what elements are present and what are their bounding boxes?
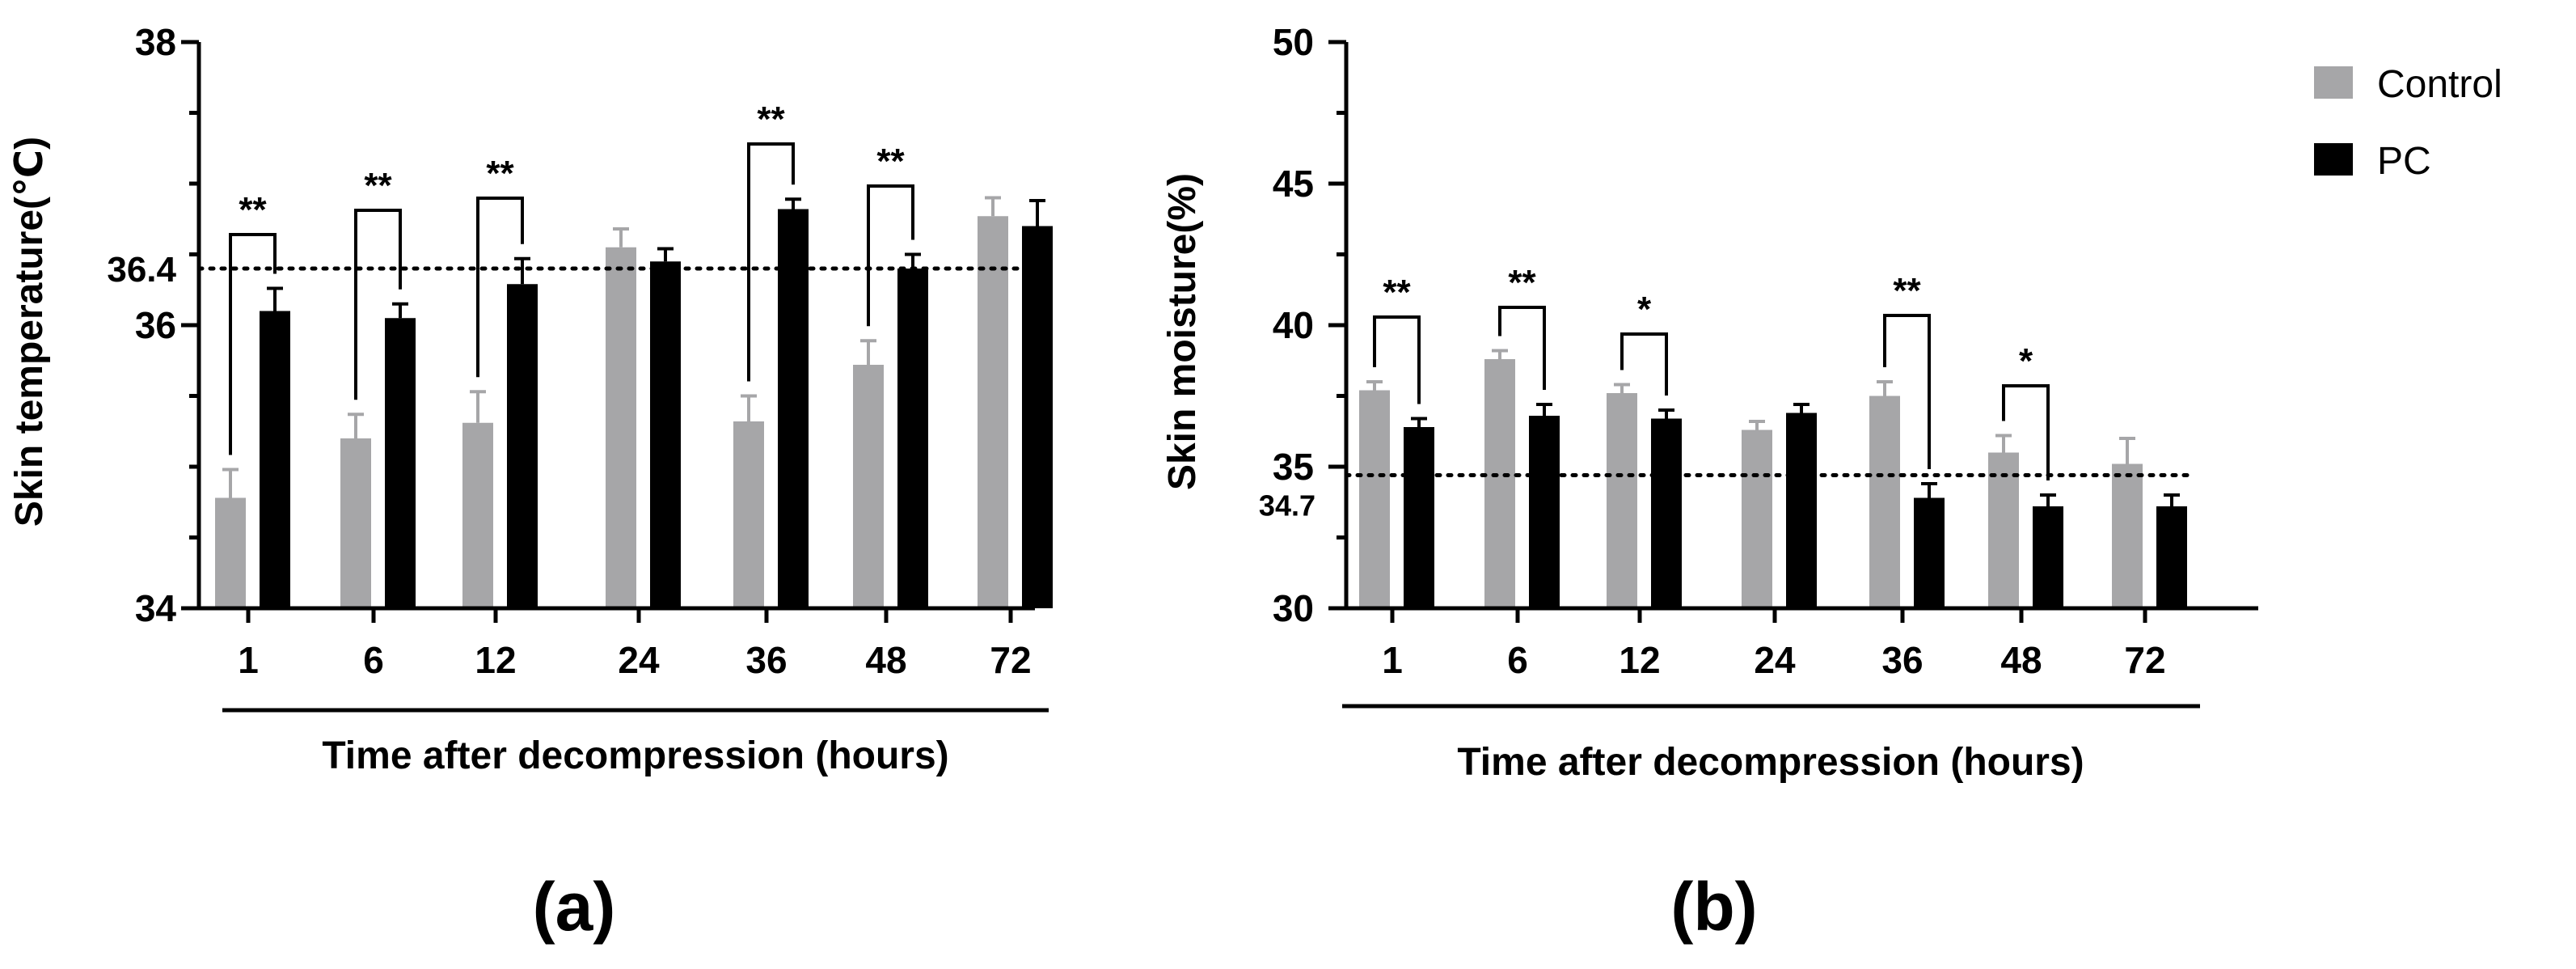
x-tick-label-48: 48 — [2000, 639, 2042, 681]
bar-pc-6 — [1529, 416, 1560, 608]
bar-pc-24 — [650, 261, 681, 608]
bar-pc-72 — [1022, 226, 1053, 608]
bar-pc-1 — [260, 311, 290, 608]
legend: Control PC — [2314, 63, 2502, 183]
y-tick-label-36: 36 — [135, 304, 176, 346]
panel-label: (b) — [1670, 869, 1757, 945]
y-tick-label-38: 38 — [135, 21, 176, 63]
x-tick-label-12: 12 — [475, 639, 516, 681]
y-tick-label-40: 40 — [1273, 304, 1314, 346]
significance-bracket-36 — [747, 142, 795, 382]
significance-label-48: ** — [876, 142, 905, 181]
significance-label-48: * — [2019, 341, 2033, 381]
reference-label: 34.7 — [1259, 489, 1315, 523]
bar-control-6 — [340, 438, 371, 608]
significance-bracket-36 — [1883, 314, 1931, 469]
bar-control-36 — [733, 421, 764, 608]
significance-label-6: ** — [1508, 263, 1536, 303]
significance-label-1: ** — [239, 190, 267, 230]
legend-label-pc: PC — [2377, 140, 2431, 183]
bar-pc-6 — [385, 318, 416, 608]
significance-bracket-6 — [1498, 306, 1546, 390]
significance-label-1: ** — [1383, 273, 1411, 312]
x-tick-label-24: 24 — [618, 639, 660, 681]
bar-control-1 — [1359, 390, 1390, 608]
y-tick-label-30: 30 — [1273, 587, 1314, 629]
x-tick-label-36: 36 — [1881, 639, 1923, 681]
x-tick-label-1: 1 — [1382, 639, 1403, 681]
bar-pc-36 — [1914, 497, 1945, 608]
x-tick-label-12: 12 — [1619, 639, 1660, 681]
x-tick-label-72: 72 — [2124, 639, 2165, 681]
x-tick-label-72: 72 — [990, 639, 1031, 681]
bar-pc-72 — [2156, 506, 2187, 608]
x-axis-title: Time after decompression (hours) — [322, 734, 948, 777]
panel-label: (a) — [533, 869, 616, 945]
bar-pc-48 — [2033, 506, 2063, 608]
bar-control-6 — [1484, 359, 1515, 608]
bar-pc-36 — [778, 209, 809, 608]
y-axis-title: Skin temperature(℃) — [8, 137, 51, 527]
y-tick-label-50: 50 — [1273, 21, 1314, 63]
legend-swatch-control — [2314, 66, 2353, 99]
bar-pc-12 — [507, 284, 538, 608]
bar-control-24 — [606, 247, 636, 608]
bar-pc-24 — [1786, 413, 1817, 608]
x-tick-label-24: 24 — [1754, 639, 1796, 681]
bar-pc-1 — [1404, 427, 1434, 608]
significance-bracket-12 — [1620, 332, 1668, 396]
legend-swatch-pc — [2314, 143, 2353, 176]
y-tick-label-45: 45 — [1273, 163, 1314, 205]
significance-bracket-1 — [1373, 315, 1421, 404]
significance-label-36: ** — [1893, 271, 1921, 311]
significance-label-12: ** — [486, 154, 514, 193]
x-axis-title: Time after decompression (hours) — [1457, 741, 2084, 784]
bar-control-1 — [215, 497, 246, 608]
significance-bracket-12 — [476, 197, 524, 378]
bar-control-48 — [853, 365, 884, 608]
legend-label-control: Control — [2377, 63, 2502, 106]
x-tick-label-6: 6 — [363, 639, 384, 681]
x-tick-label-36: 36 — [745, 639, 787, 681]
bar-pc-48 — [897, 269, 928, 608]
significance-bracket-1 — [229, 233, 277, 455]
x-tick-label-48: 48 — [865, 639, 906, 681]
bar-control-48 — [1988, 452, 2019, 608]
reference-label: 36.4 — [107, 250, 176, 290]
significance-bracket-6 — [354, 209, 402, 400]
y-tick-label-34: 34 — [135, 587, 177, 629]
bar-control-36 — [1869, 396, 1900, 608]
bar-control-12 — [462, 422, 493, 608]
panel-a-skin-temperature-chart: ** ** ** ** ** 34 36 38 36.4 1 6 12 24 36 48 72 Time aft… — [8, 21, 1053, 945]
bar-control-72 — [2112, 463, 2143, 608]
significance-label-6: ** — [364, 166, 392, 205]
y-axis-title: Skin moisture(%) — [1161, 173, 1204, 490]
significance-bracket-48 — [867, 184, 914, 327]
x-tick-label-6: 6 — [1507, 639, 1528, 681]
significance-bracket-48 — [2002, 384, 2050, 480]
bar-control-72 — [978, 216, 1008, 608]
significance-label-36: ** — [757, 99, 785, 139]
x-tick-label-1: 1 — [238, 639, 259, 681]
bar-control-12 — [1607, 393, 1637, 608]
bar-pc-12 — [1651, 418, 1682, 608]
bar-control-24 — [1742, 429, 1772, 608]
y-tick-label-35: 35 — [1273, 446, 1314, 488]
significance-label-12: * — [1637, 290, 1652, 329]
